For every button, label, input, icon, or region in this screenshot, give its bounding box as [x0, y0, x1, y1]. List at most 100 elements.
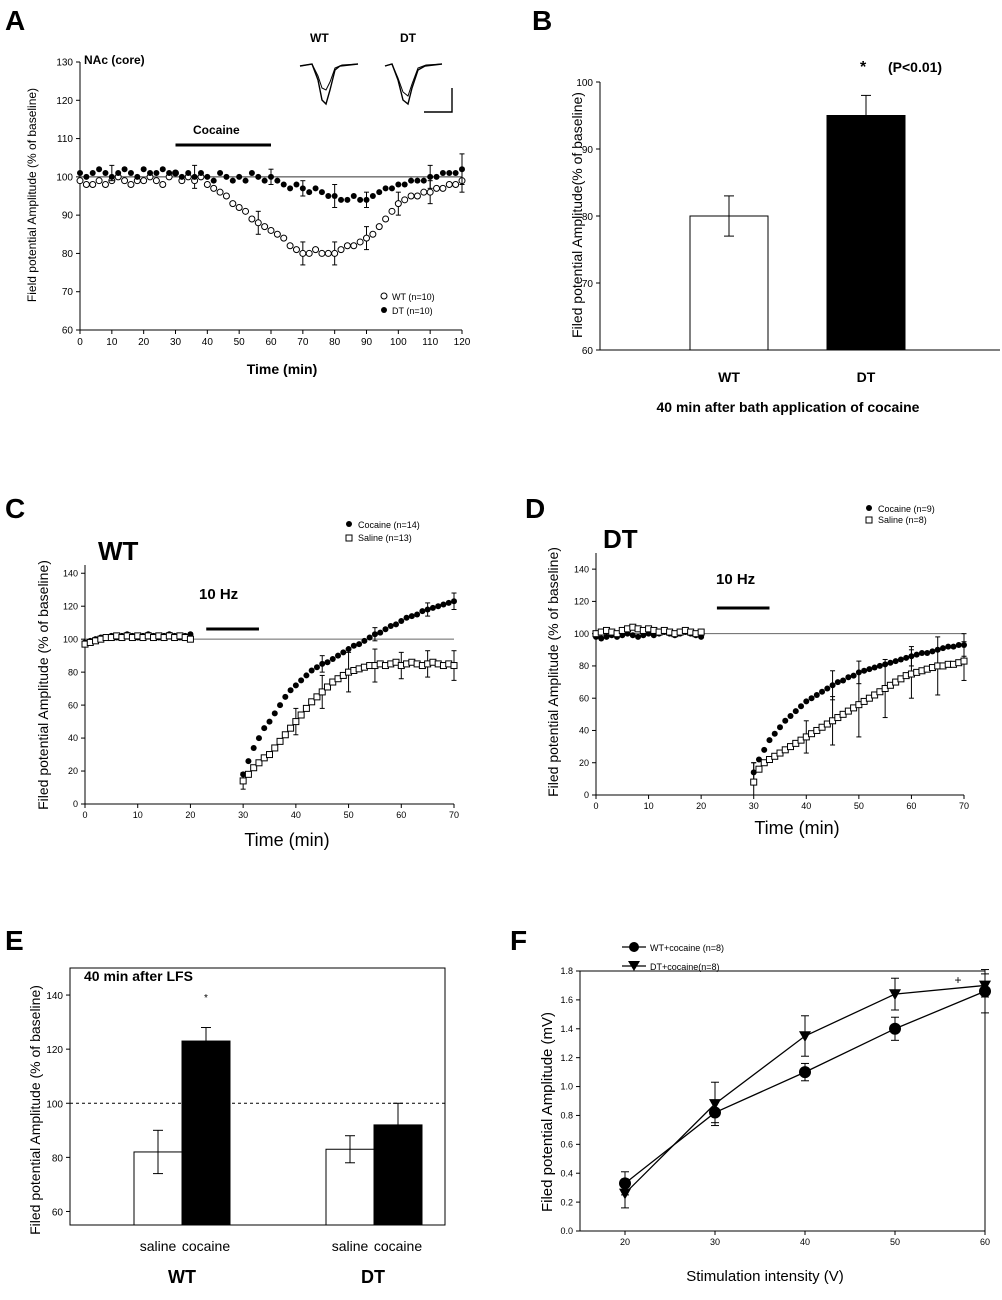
data-point: [364, 235, 370, 241]
data-point: [383, 216, 389, 222]
x-tick-label: 30: [710, 1237, 720, 1247]
data-point: [372, 631, 378, 637]
data-point: [344, 243, 350, 249]
data-point: [187, 636, 193, 642]
data-point: [335, 653, 341, 659]
data-point: [414, 611, 420, 617]
data-point: [395, 182, 401, 188]
panel-d-title: DT: [603, 524, 638, 554]
data-point: [798, 703, 804, 709]
bar: [827, 116, 905, 351]
panel-d: D DT 10 Hz 0204060801001201400 10 20 30 40 50…: [525, 493, 969, 838]
data-point: [102, 182, 108, 188]
data-point: [861, 668, 867, 674]
data-point: [929, 648, 935, 654]
data-point: [340, 649, 346, 655]
data-point: [198, 170, 204, 176]
y-tick-label: 40: [68, 733, 78, 743]
x-tick-label: 30: [749, 801, 759, 811]
panel-letter-e: E: [5, 925, 24, 956]
x-category-label: cocaine: [374, 1238, 422, 1254]
data-point: [303, 705, 309, 711]
x-category-label: saline: [140, 1238, 177, 1254]
y-tick-label: 60: [579, 693, 589, 703]
x-tick-label: 70: [449, 810, 459, 820]
data-point: [414, 193, 420, 199]
x-tick-label: 10: [644, 801, 654, 811]
data-point: [357, 197, 363, 203]
data-point: [367, 635, 373, 641]
panel-f-ylabel: Filed potential Amplitude (mV): [539, 1012, 556, 1212]
y-tick-label: 60: [52, 1207, 64, 1218]
data-point: [408, 178, 414, 184]
panel-letter-d: D: [525, 493, 545, 524]
data-point: [230, 201, 236, 207]
data-point: [440, 185, 446, 191]
data-point: [251, 745, 257, 751]
panel-a-ylabel: Field potential Amplitude (% of baseline…: [25, 88, 39, 302]
panel-a-inset-wt: WT: [310, 31, 329, 45]
x-tick-label: 50: [234, 337, 246, 348]
data-point: [141, 178, 147, 184]
y-tick-label: 120: [574, 597, 589, 607]
x-tick-label: 20: [696, 801, 706, 811]
data-point: [332, 250, 338, 256]
y-tick-label: 140: [574, 564, 589, 574]
data-point: [877, 663, 883, 669]
panel-b-significance-text: (P<0.01): [888, 59, 942, 75]
data-point: [262, 224, 268, 230]
x-tick-label: 20: [620, 1237, 630, 1247]
y-tick-label: 100: [576, 78, 593, 89]
data-point: [109, 174, 115, 180]
x-tick-label: 30: [238, 810, 248, 820]
panel-e-group-wt: WT: [168, 1267, 196, 1287]
data-point: [382, 626, 388, 632]
data-point: [287, 185, 293, 191]
data-point: [179, 174, 185, 180]
data-point: [440, 602, 446, 608]
panel-f: F WT+cocaine (n=8) DT+cocaine(n=8) 0.00.…: [510, 925, 991, 1285]
data-point: [277, 738, 283, 744]
data-point: [421, 178, 427, 184]
data-point: [236, 204, 242, 210]
y-tick-label: 0.6: [560, 1139, 573, 1149]
data-point: [803, 698, 809, 704]
data-point: [427, 189, 433, 195]
data-point: [274, 231, 280, 237]
data-point: [395, 201, 401, 207]
data-point: [370, 231, 376, 237]
data-point: [293, 247, 299, 253]
panel-e-plot: 60 80 100 120 140 saline cocaine saline cocaine: [46, 968, 445, 1254]
data-point: [282, 694, 288, 700]
data-point: [840, 677, 846, 683]
panel-d-plot: 0204060801001201400 10 20 30 40 50 60 70: [574, 553, 969, 811]
panel-d-xlabel: Time (min): [754, 818, 839, 838]
data-point: [835, 679, 841, 685]
data-point: [243, 178, 249, 184]
y-tick-label: 1.8: [560, 966, 573, 976]
data-point: [223, 174, 229, 180]
data-point: [287, 243, 293, 249]
data-point: [245, 771, 251, 777]
data-point: [153, 170, 159, 176]
panel-b-xlabel: 40 min after bath application of cocaine: [657, 399, 920, 415]
data-point: [332, 193, 338, 199]
y-tick-label: 20: [68, 766, 78, 776]
legend-a-wt-label: WT (n=10): [392, 292, 435, 302]
data-point: [824, 686, 830, 692]
data-point: [427, 174, 433, 180]
y-tick-label: 80: [68, 667, 78, 677]
data-point: [153, 178, 159, 184]
data-point: [319, 661, 325, 667]
x-tick-label: 0: [77, 337, 83, 348]
data-point: [268, 227, 274, 233]
plot-frame: [580, 971, 985, 1231]
data-point: [434, 185, 440, 191]
data-point: [319, 189, 325, 195]
data-point: [298, 677, 304, 683]
data-point: [893, 658, 899, 664]
data-point: [788, 713, 794, 719]
panel-a: A NAc (core) WT DT Cocaine 6070809010011…: [5, 5, 471, 377]
y-tick-label: 140: [46, 991, 63, 1002]
y-tick-label: 40: [579, 726, 589, 736]
